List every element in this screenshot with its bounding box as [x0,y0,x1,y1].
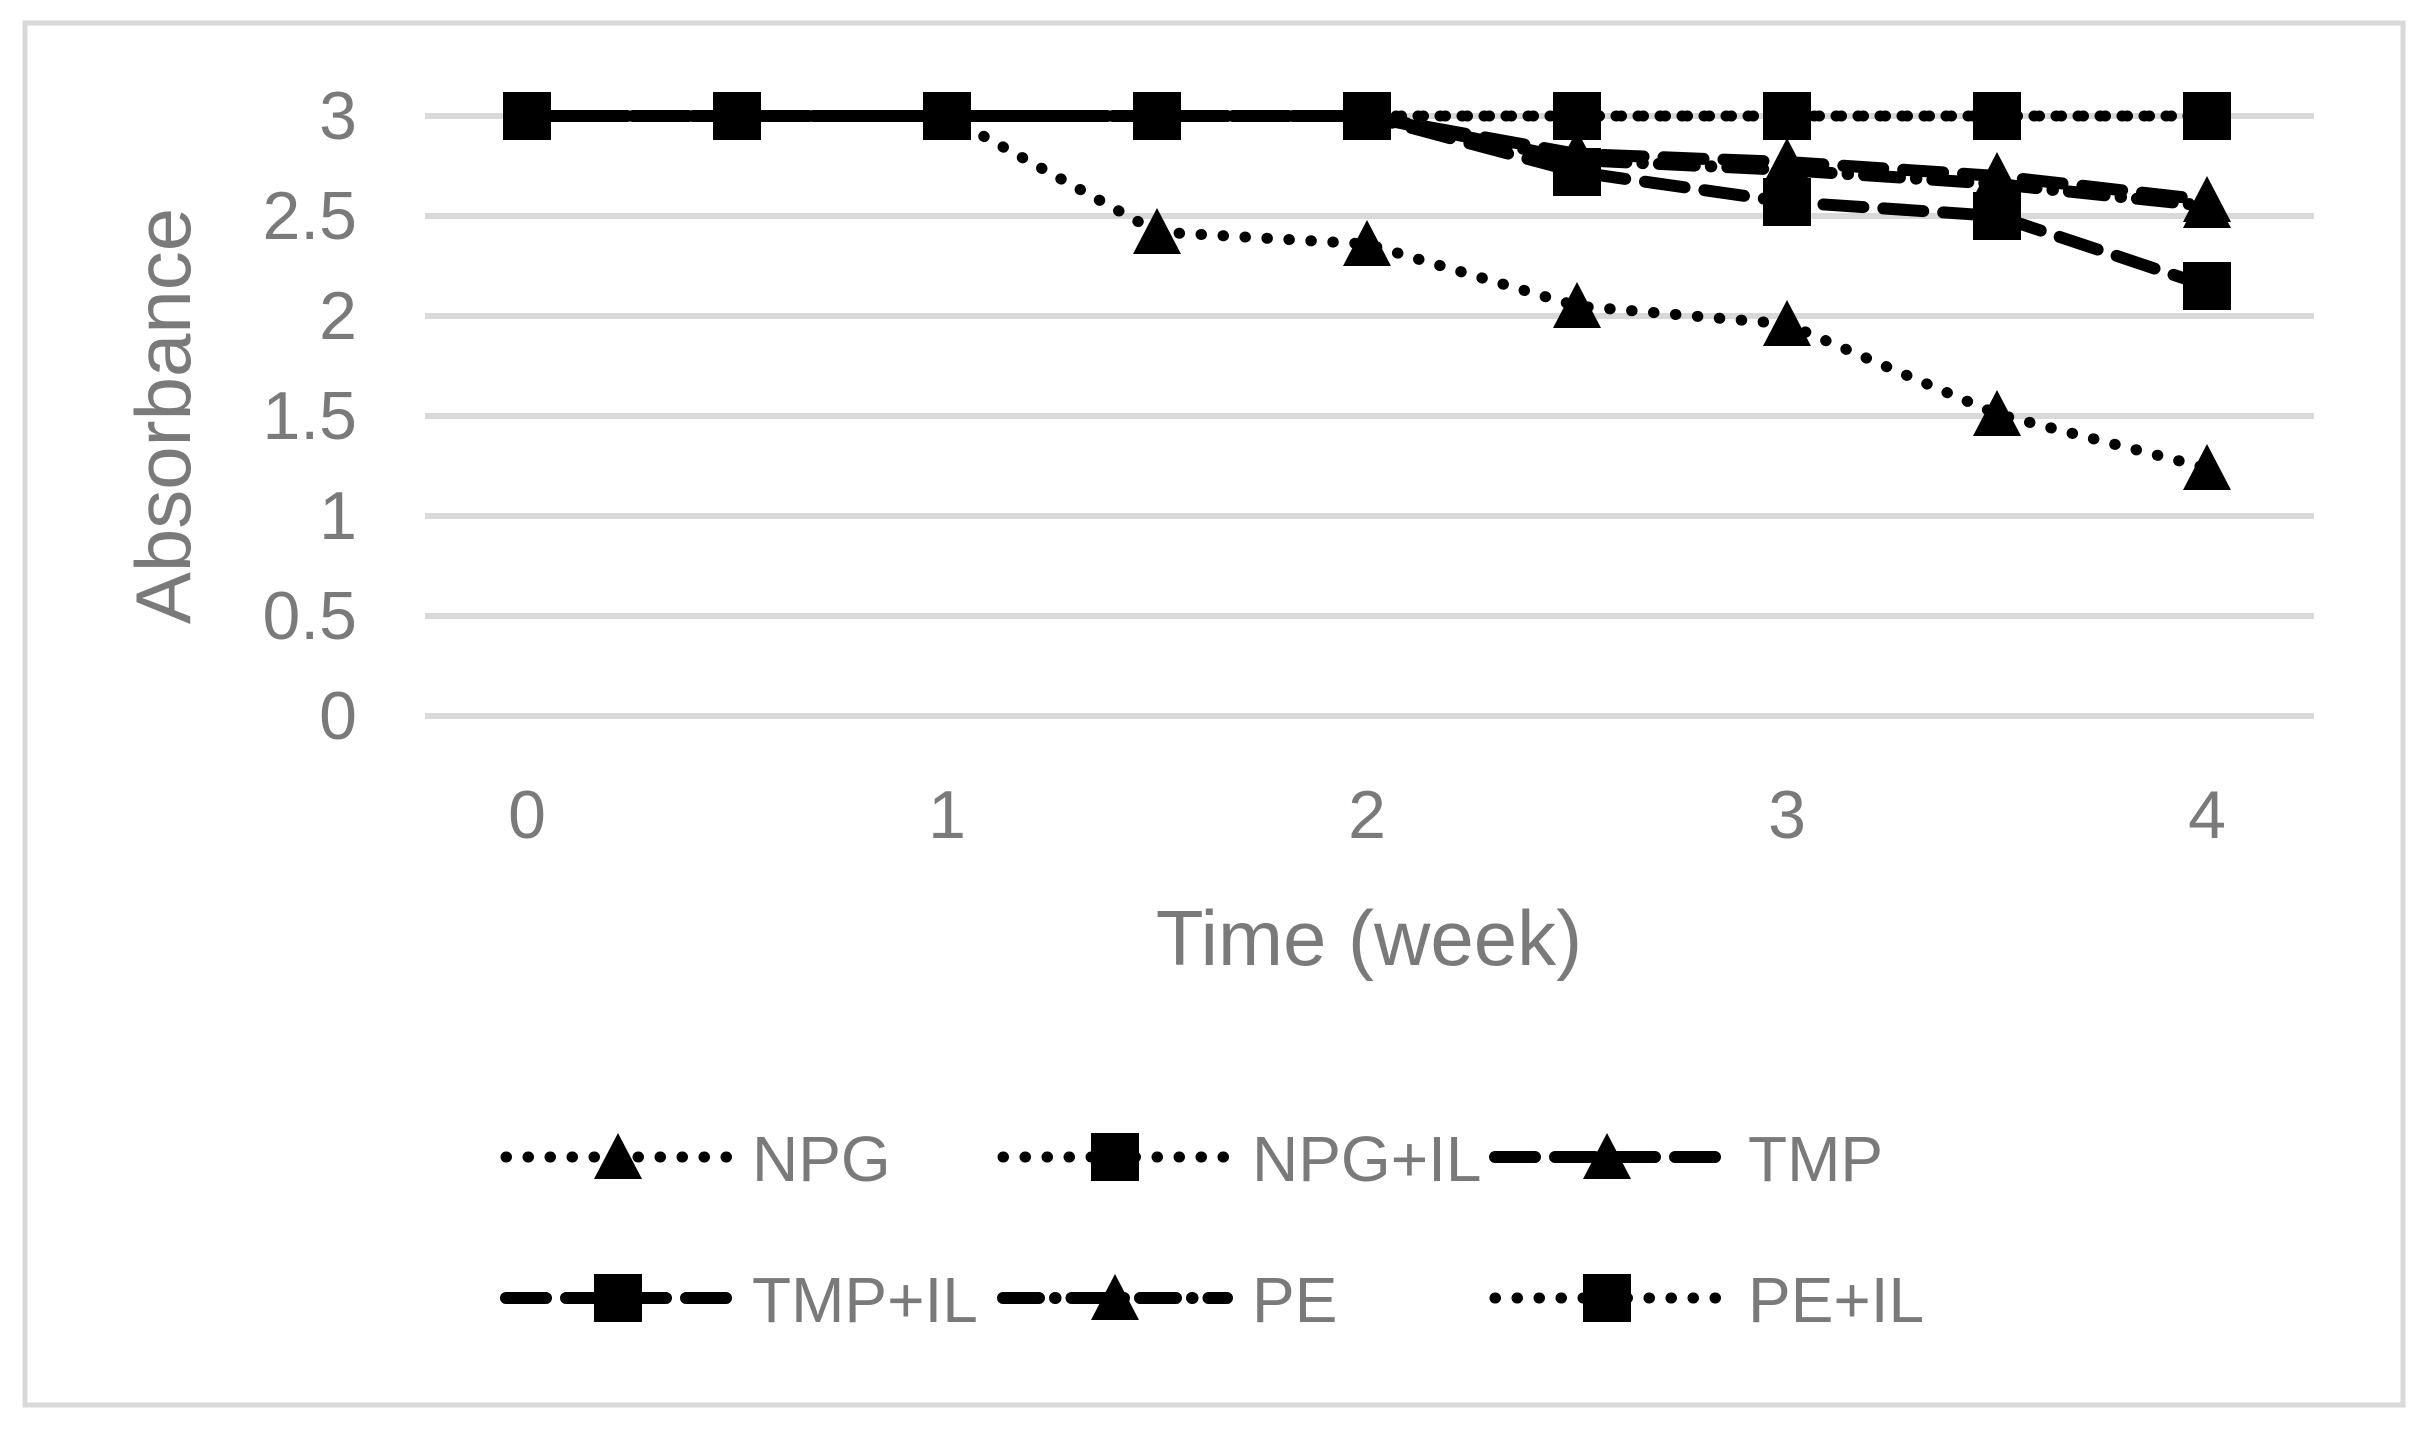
y-tick-label: 0 [319,678,357,754]
legend-swatch-marker-PE+IL [1583,1274,1631,1322]
marker-NPG [1343,220,1391,266]
y-tick-label: 2 [319,278,357,354]
marker-NPG [2183,444,2231,490]
legend-swatch-marker-PE [1091,1274,1139,1320]
y-axis-tick-labels: 3 2.5 2 1.5 1 0.5 0 [262,78,357,754]
marker-TMP+IL [1973,192,2021,240]
chart-border [22,20,2406,1408]
marker-NPG [1973,390,2021,436]
x-tick-label: 4 [2188,777,2226,853]
y-tick-label: 3 [319,78,357,154]
marker-PE+IL [1763,92,1811,140]
marker-TMP+IL [1763,178,1811,226]
marker-TMP+IL [1553,148,1601,196]
marker-PE+IL [2183,92,2231,140]
marker-PE+IL [1973,92,2021,140]
series-markers [503,92,2231,490]
legend-label-npg: NPG [752,1123,891,1195]
legend-label-npg-il: NPG+IL [1252,1123,1481,1195]
marker-TMP+IL [2183,262,2231,310]
marker-PE+IL [503,92,551,140]
legend-swatch-marker-TMP [1583,1133,1631,1179]
x-axis-title: Time (week) [1156,894,1582,982]
marker-NPG [1133,208,1181,254]
series-line-NPG [521,110,2213,474]
y-tick-label: 1.5 [262,378,357,454]
marker-PE+IL [1343,92,1391,140]
y-tick-label: 1 [319,478,357,554]
legend-swatch-marker-NPG+IL [1091,1133,1139,1181]
marker-PE+IL [1133,92,1181,140]
marker-PE+IL [713,92,761,140]
legend-label-pe-il: PE+IL [1748,1264,1924,1336]
legend-swatch-marker-NPG [594,1133,642,1179]
x-axis-tick-labels: 0 1 2 3 4 [508,777,2226,853]
marker-PE+IL [923,92,971,140]
marker-NPG [1763,300,1811,346]
x-tick-label: 2 [1348,777,1386,853]
x-tick-label: 1 [928,777,966,853]
legend-label-tmp-il: TMP+IL [752,1264,978,1336]
legend-labels: NPG NPG+IL TMP TMP+IL PE PE+IL [752,1123,1924,1336]
gridlines [425,113,2314,719]
legend-swatch-marker-TMP+IL [594,1274,642,1322]
marker-PE+IL [1553,92,1601,140]
marker-NPG [1553,282,1601,328]
x-tick-label: 3 [1768,777,1806,853]
marker-PE [2183,182,2231,228]
x-tick-label: 0 [508,777,546,853]
legend-label-pe: PE [1252,1264,1337,1336]
legend-label-tmp: TMP [1748,1123,1883,1195]
y-axis-title: Absorbance [119,208,207,624]
legend [500,1133,1725,1322]
y-tick-label: 0.5 [262,578,357,654]
y-tick-label: 2.5 [262,178,357,254]
